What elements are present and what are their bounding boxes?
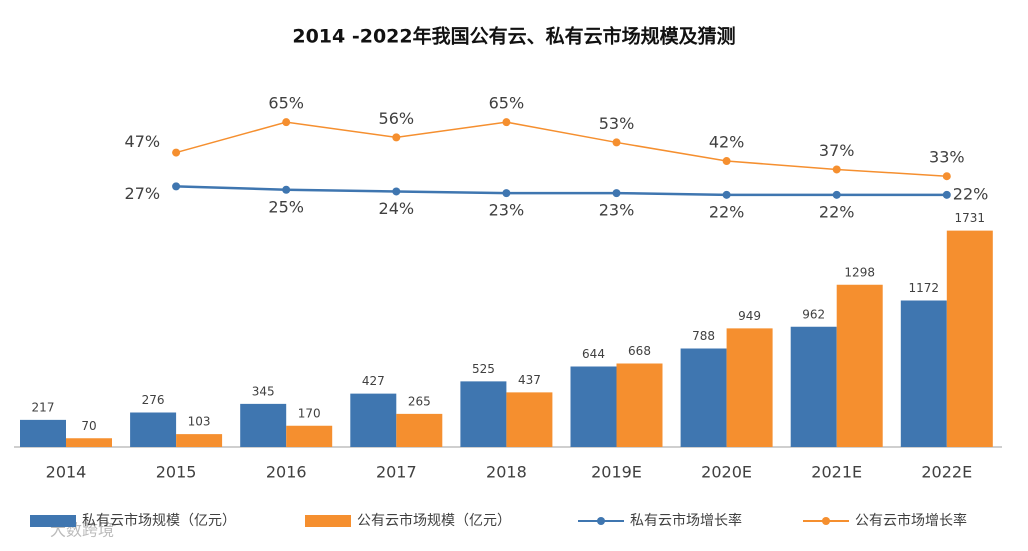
x-tick-label: 2022E [921,463,972,482]
bar-value-label: 437 [518,373,541,387]
bar [790,326,837,447]
bar [570,366,617,447]
bar [20,419,66,447]
bar [900,300,947,447]
line-value-label: 53% [599,114,635,133]
bar [506,392,553,447]
line-point [502,118,511,127]
line-point [832,165,841,174]
bar-value-label: 217 [32,400,55,414]
bar [680,348,727,447]
bar [460,381,507,447]
line-value-label: 23% [599,201,635,220]
bar-value-label: 644 [582,347,605,361]
line-point [172,148,181,157]
bar-value-label: 1731 [955,211,986,225]
x-tick-label: 2020E [701,463,752,482]
legend-dot [597,517,605,525]
bar-value-label: 668 [628,344,651,358]
line-value-label: 24% [379,199,415,218]
bar [286,425,333,447]
bar-value-label: 170 [298,406,321,420]
bar-value-label: 1298 [844,265,875,279]
line-point [612,189,621,198]
legend-swatch [30,515,76,527]
line-value-label: 23% [489,201,525,220]
bar-value-label: 962 [802,307,825,321]
line [176,185,947,197]
line-value-label: 56% [379,109,415,128]
bar [176,434,223,447]
line-point [392,133,401,142]
bar-value-label: 265 [408,394,431,408]
legend-dot [822,517,830,525]
bar-value-label: 1172 [909,281,940,295]
line-value-label: 22% [819,202,855,221]
x-tick-label: 2019E [591,463,642,482]
line-value-label: 25% [268,197,304,216]
x-tick-label: 2021E [811,463,862,482]
line-value-label: 42% [709,133,745,152]
chart-title: 2014 -2022年我国公有云、私有云市场规模及猜测 [292,25,735,48]
line-point [392,187,401,196]
bar-value-label: 103 [188,415,211,429]
bar-value-label: 345 [252,384,275,398]
x-tick-label: 2017 [376,463,417,482]
line-point [172,182,181,191]
bar [616,363,663,447]
line-value-label: 33% [929,148,965,167]
bar-value-label: 525 [472,362,495,376]
legend-label: 私有云市场规模（亿元） [82,512,236,529]
bar [946,230,993,447]
line-point [942,172,951,181]
bar [240,403,287,447]
bar [836,284,883,447]
legend-label: 公有云市场规模（亿元） [357,512,511,529]
legend-label: 公有云市场增长率 [855,512,967,529]
line-value-label: 65% [489,94,525,113]
line-point [942,190,951,199]
x-tick-label: 2018 [486,463,527,482]
x-tick-label: 2014 [46,463,87,482]
line-value-label: 65% [268,94,304,113]
line-point [722,157,731,166]
line-value-label: 22% [709,202,745,221]
bar [726,328,773,447]
bar [396,413,443,447]
x-tick-label: 2015 [156,463,197,482]
line-point [502,189,511,198]
line-point [832,190,841,199]
line-value-label: 47% [125,132,161,151]
bar-value-label: 427 [362,374,385,388]
bar-value-label: 276 [142,393,165,407]
line-point [722,190,731,199]
line-value-label: 27% [125,184,161,203]
line-value-label: 22% [953,184,989,203]
line-point [282,185,291,194]
bar [350,393,397,447]
line-point [612,138,621,147]
line-value-label: 37% [819,141,855,160]
bar-value-label: 949 [738,309,761,323]
bar-value-label: 788 [692,329,715,343]
x-tick-label: 2016 [266,463,307,482]
bar [66,438,112,447]
bar [130,412,177,447]
line-point [282,118,291,127]
line [175,121,947,177]
legend-label: 私有云市场增长率 [630,512,742,529]
legend-swatch [305,515,351,527]
bar-value-label: 70 [81,419,96,433]
